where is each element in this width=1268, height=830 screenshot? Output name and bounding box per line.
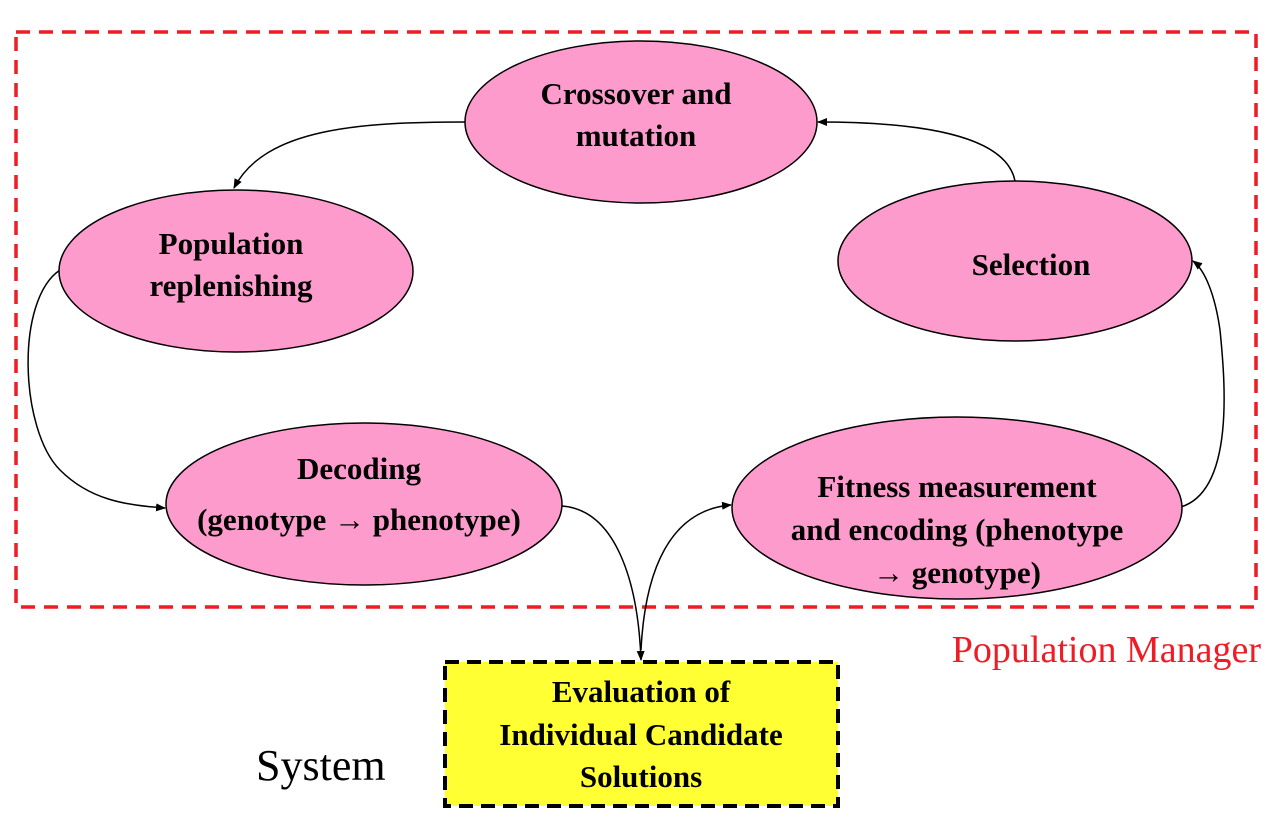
node-selection-shape	[837, 180, 1193, 342]
evaluation-line3: Solutions	[580, 759, 702, 794]
system-label: System	[256, 741, 386, 790]
evaluation-box	[443, 660, 840, 808]
evaluation-line2: Individual Candidate	[499, 717, 782, 752]
edge-selection-to-crossover	[817, 118, 1016, 182]
node-fitness-line2: and encoding (phenotype	[791, 512, 1123, 547]
node-replenishing-line2: replenishing	[149, 268, 313, 303]
node-fitness-measurement: Fitness measurement and encoding (phenot…	[731, 416, 1183, 600]
population-manager-label: Population Manager	[952, 629, 1262, 671]
node-crossover-shape	[464, 40, 818, 204]
node-fitness-line3: → genotype)	[873, 555, 1041, 590]
edge-evaluation-to-fitness	[640, 501, 732, 651]
node-crossover-mutation: Crossover and mutation	[464, 40, 818, 204]
edge-crossover-to-replenishing	[233, 121, 468, 189]
node-replenishing-shape	[58, 189, 414, 353]
node-decoding-shape	[165, 422, 563, 586]
node-selection-line1: Selection	[972, 247, 1091, 282]
node-selection: Selection	[837, 180, 1193, 342]
node-decoding-line2: (genotype → phenotype)	[197, 502, 521, 537]
node-crossover-line2: mutation	[576, 118, 697, 153]
node-population-replenishing: Population replenishing	[58, 189, 414, 353]
node-fitness-shape	[731, 416, 1183, 600]
node-evaluation: Evaluation of Individual Candidate Solut…	[443, 660, 840, 808]
node-fitness-line1: Fitness measurement	[817, 469, 1097, 504]
population-manager-boundary	[14, 30, 1258, 609]
node-crossover-line1: Crossover and	[541, 76, 732, 111]
edge-replenishing-to-decoding	[27, 269, 166, 512]
node-decoding-line1: Decoding	[297, 451, 422, 486]
evaluation-line1: Evaluation of	[552, 674, 731, 709]
node-replenishing-line1: Population	[159, 226, 304, 261]
edge-decoding-to-evaluation	[561, 505, 645, 661]
edge-fitness-to-selection	[1180, 260, 1225, 508]
node-decoding: Decoding (genotype → phenotype)	[165, 422, 563, 586]
